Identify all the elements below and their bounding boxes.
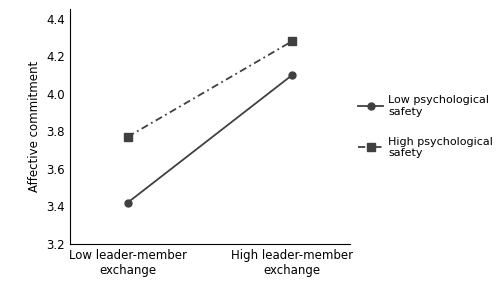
Legend: Low psychological
safety, High psychological
safety: Low psychological safety, High psycholog… [358, 95, 493, 158]
Y-axis label: Affective commitment: Affective commitment [28, 61, 41, 192]
